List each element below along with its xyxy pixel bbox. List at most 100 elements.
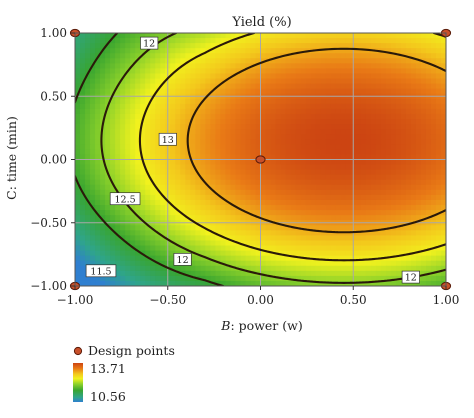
heatmap-cell (435, 88, 442, 95)
heatmap-cell (120, 58, 126, 64)
x-tick-label: 0.50 (340, 293, 367, 307)
heatmap-cell (85, 48, 91, 54)
heatmap-cell (205, 179, 211, 186)
legend-min-label: 10.56 (90, 389, 126, 404)
heatmap-cell (175, 164, 181, 171)
heatmap-cell (175, 38, 181, 44)
heatmap-cell (215, 205, 221, 211)
heatmap-cell (230, 270, 237, 277)
contour-label-text: 12 (143, 39, 155, 50)
heatmap-cell (90, 159, 96, 166)
heatmap-cell (390, 194, 397, 201)
heatmap-cell (205, 88, 211, 95)
heatmap-cell (225, 98, 232, 105)
heatmap-cell (320, 215, 327, 221)
heatmap-cell (360, 255, 367, 262)
heatmap-cell (325, 189, 332, 196)
heatmap-cell (170, 129, 176, 135)
heatmap-cell (290, 43, 297, 49)
heatmap-cell (120, 108, 126, 115)
heatmap-cell (315, 179, 322, 186)
heatmap-cell (230, 43, 237, 49)
heatmap-cell (400, 230, 407, 236)
heatmap-cell (405, 33, 412, 39)
heatmap-cell (395, 194, 402, 201)
heatmap-cell (435, 83, 442, 90)
heatmap-cell (275, 108, 282, 115)
heatmap-cell (195, 265, 201, 272)
heatmap-cell (400, 139, 407, 145)
heatmap-cell (115, 144, 121, 150)
heatmap-cell (240, 144, 247, 150)
heatmap-cell (320, 48, 327, 54)
heatmap-cell (300, 63, 307, 70)
heatmap-cell (370, 235, 377, 242)
heatmap-cell (150, 265, 156, 272)
heatmap-cell (135, 270, 141, 277)
heatmap-cell (345, 260, 352, 267)
heatmap-cell (185, 225, 191, 231)
heatmap-cell (420, 215, 427, 221)
heatmap-cell (295, 280, 302, 286)
heatmap-cell (120, 270, 126, 277)
heatmap-cell (260, 63, 267, 70)
heatmap-cell (190, 73, 196, 80)
heatmap-cell (90, 119, 96, 125)
heatmap-cell (410, 189, 417, 196)
heatmap-cell (340, 98, 347, 105)
heatmap-cell (140, 225, 146, 231)
heatmap-cell (365, 63, 372, 70)
heatmap-cell (355, 194, 362, 201)
heatmap-cell (390, 73, 397, 80)
heatmap-cell (85, 38, 91, 44)
heatmap-cell (215, 73, 221, 80)
heatmap-cell (130, 174, 136, 181)
heatmap-cell (220, 98, 226, 105)
heatmap-cell (75, 215, 81, 221)
heatmap-cell (415, 78, 422, 85)
heatmap-cell (255, 265, 262, 272)
heatmap-cell (340, 124, 347, 130)
contour-label: 12 (173, 253, 192, 266)
heatmap-cell (235, 48, 242, 54)
heatmap-cell (185, 235, 191, 242)
heatmap-cell (360, 129, 367, 135)
heatmap-cell (365, 134, 372, 140)
heatmap-cell (145, 159, 151, 166)
heatmap-cell (180, 119, 186, 125)
heatmap-cell (430, 280, 437, 286)
heatmap-cell (95, 48, 101, 54)
heatmap-cell (245, 250, 252, 257)
heatmap-cell (195, 164, 201, 171)
heatmap-cell (145, 144, 151, 150)
heatmap-cell (335, 169, 342, 176)
heatmap-cell (130, 235, 136, 242)
heatmap-cell (230, 189, 237, 196)
heatmap-cell (175, 68, 181, 75)
heatmap-cell (100, 280, 106, 286)
heatmap-cell (290, 83, 297, 90)
heatmap-cell (245, 174, 252, 181)
heatmap-cell (410, 103, 417, 110)
heatmap-cell (175, 129, 181, 135)
heatmap-cell (245, 275, 252, 282)
heatmap-cell (340, 174, 347, 181)
heatmap-cell (145, 179, 151, 186)
heatmap-cell (405, 119, 412, 125)
heatmap-cell (235, 33, 242, 39)
heatmap-cell (310, 205, 317, 211)
heatmap-cell (170, 255, 176, 262)
heatmap-cell (265, 119, 272, 125)
heatmap-cell (360, 250, 367, 257)
x-tick-label: 0.00 (247, 293, 274, 307)
heatmap-cell (235, 124, 242, 130)
heatmap-cell (75, 154, 81, 161)
heatmap-cell (95, 124, 101, 130)
heatmap-cell (160, 235, 166, 242)
heatmap-cell (210, 199, 216, 206)
heatmap-cell (135, 108, 141, 115)
heatmap-cell (80, 275, 86, 282)
heatmap-cell (145, 53, 151, 59)
heatmap-cell (100, 240, 106, 247)
heatmap-cell (115, 205, 121, 211)
